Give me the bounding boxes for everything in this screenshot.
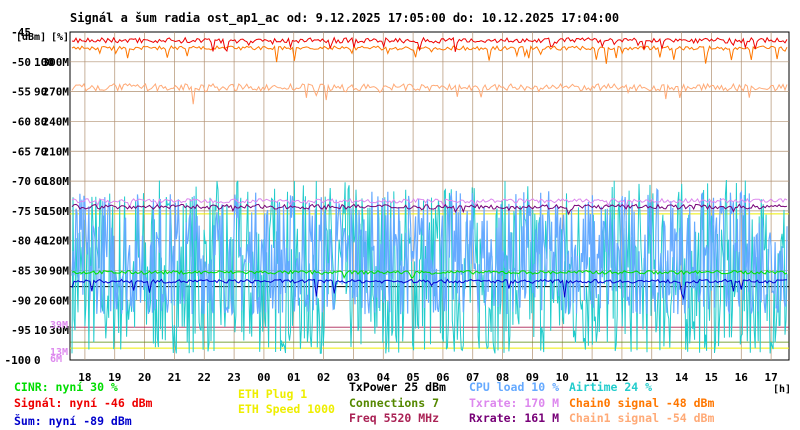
y-tick-dbm: -60 [11,115,31,128]
x-tick-label: 08 [496,371,509,384]
x-tick-label: 22 [198,371,211,384]
legend-signal: Signál: nyní -46 dBm [14,396,153,410]
y-tick-pct: 20 [34,294,47,307]
y-tick-pct: 10 [34,324,47,337]
series-signal [71,36,788,53]
y-tick-pct: 100 [34,56,54,69]
legend-cinr: CINR: nyní 30 % [14,380,118,394]
x-tick-label: 13 [645,371,658,384]
y-tick-dbm: -45 [11,26,31,39]
x-tick-label: 23 [227,371,240,384]
x-tick-label: 07 [466,371,479,384]
y-tick-rate: 300M [43,56,70,69]
y-tick-rate: 30M [49,324,69,337]
x-tick-label: 14 [675,371,689,384]
y-tick-pct: 30 [34,265,47,278]
legend-rxrate: Rxrate: 161 M [469,411,560,425]
chart-series [70,36,789,354]
x-tick-label: 03 [347,371,360,384]
y-tick-dbm: -100 [5,354,32,367]
x-tick-label: 10 [556,371,569,384]
y-tick-dbm: -80 [11,235,31,248]
legend-cpu: CPU load 10 % [469,380,560,394]
y-tick-dbm: -65 [11,145,31,158]
rate-inner-label: 13M [50,347,68,358]
x-tick-label: 04 [377,371,391,384]
y-tick-pct: 80 [34,115,47,128]
y-tick-dbm: -55 [11,86,31,99]
chart-title: Signál a šum radia ost_ap1_ac od: 9.12.2… [70,11,619,26]
y-tick-pct: 0 [34,354,41,367]
rate-inner-label: 6M [50,354,62,365]
y-tick-pct: 40 [34,235,47,248]
y-tick-rate: 120M [43,235,70,248]
x-tick-label: 20 [138,371,151,384]
x-tick-label: 02 [317,371,330,384]
x-tick-label: 06 [436,371,450,384]
series-txrate [71,197,788,210]
legend-txrate: Txrate: 170 M [469,396,560,410]
y-tick-rate: 90M [49,265,69,278]
y-tick-pct: 50 [34,205,47,218]
y-tick-dbm: -85 [11,265,31,278]
legend-noise: Šum: nyní -89 dBm [14,414,132,428]
y-tick-dbm: -75 [11,205,31,218]
plot-frame [69,31,790,361]
y-tick-rate: 240M [43,115,70,128]
legend-chain1: Chain1 signal -54 dBm [569,411,715,425]
series-noise [71,278,788,301]
series-rxrate [71,203,788,216]
x-tick-label: 01 [287,371,301,384]
y-tick-pct: 90 [34,86,47,99]
x-tick-label: 00 [257,371,270,384]
x-tick-label: 17 [764,371,777,384]
y-tick-dbm: -50 [11,56,31,69]
series-chain0 [71,44,788,64]
x-tick-label: 18 [78,371,91,384]
x-tick-label: 15 [705,371,718,384]
x-unit: [h] [773,384,791,395]
x-tick-label: 09 [526,371,539,384]
legend-chain0: Chain0 signal -48 dBm [569,396,715,410]
legend-eth-speed: ETH Speed 1000 [238,402,335,416]
legend-txpower: TxPower 25 dBm [349,380,446,394]
y-tick-pct: 60 [34,175,47,188]
y-tick-pct: 70 [34,145,47,158]
y-tick-dbm: -95 [11,324,31,337]
legend-connections: Connections 7 [349,396,440,410]
series-cinr [71,269,788,279]
y-tick-rate: 210M [43,145,70,158]
x-tick-label: 11 [585,371,599,384]
x-tick-label: 16 [735,371,749,384]
y-tick-dbm: -90 [11,294,31,307]
x-tick-label: 12 [615,371,628,384]
legend-freq: Freq 5520 MHz [349,411,440,425]
axis-unit-pct: [%] [51,32,69,43]
x-tick-label: 19 [108,371,121,384]
y-tick-rate: 180M [43,175,70,188]
legend-eth-plug: ETH Plug 1 [238,387,308,401]
y-tick-rate: 150M [43,205,70,218]
series-chain1 [71,82,788,105]
rate-inner-label: 39M [50,320,68,331]
x-tick-label: 21 [168,371,182,384]
y-tick-rate: 60M [49,294,69,307]
y-tick-dbm: -70 [11,175,31,188]
x-tick-label: 05 [406,371,419,384]
legend-airtime: Airtime 24 % [569,380,653,394]
series-cpu [71,187,788,316]
axis-unit-dbm: [dBm] [16,32,46,43]
y-tick-rate: 270M [43,86,70,99]
